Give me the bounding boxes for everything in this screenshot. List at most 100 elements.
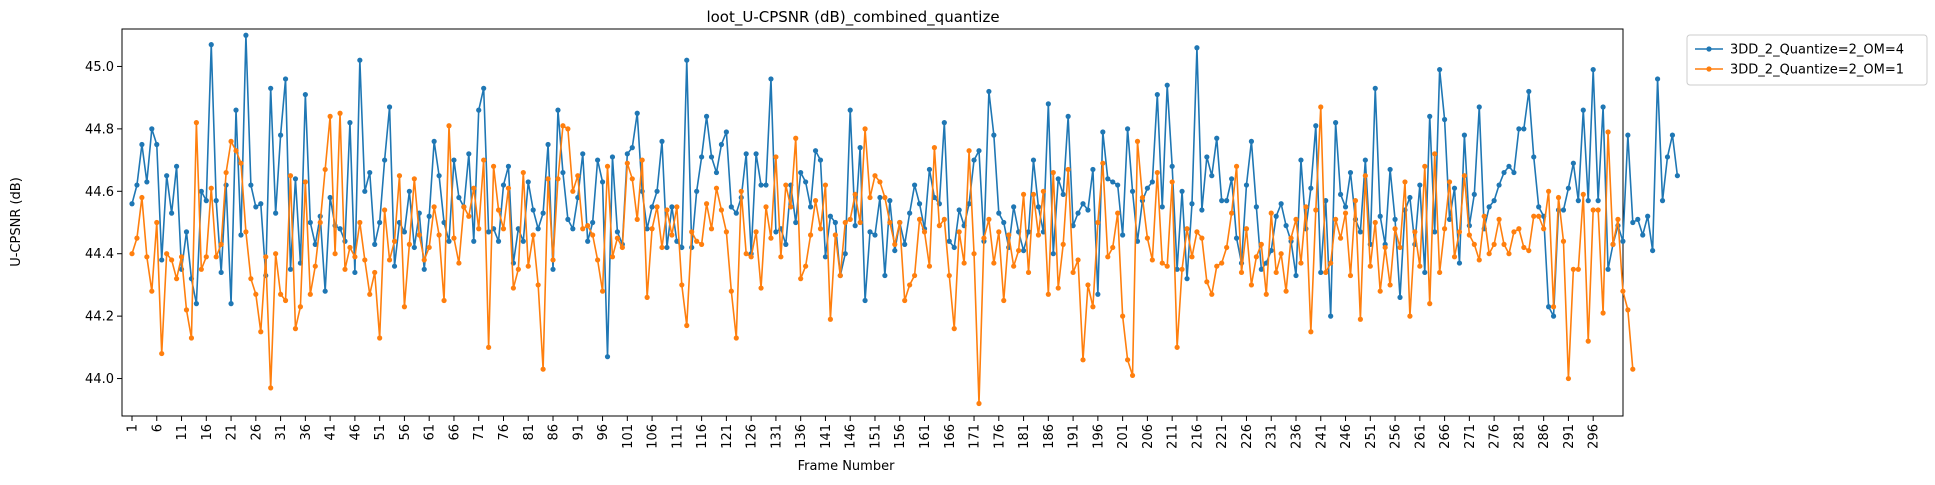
data-point <box>822 182 829 188</box>
data-point <box>1060 191 1066 198</box>
x-tick-label: 61 <box>423 424 438 441</box>
data-point <box>1149 179 1155 185</box>
data-point <box>233 148 239 154</box>
data-point <box>1085 282 1091 288</box>
data-point <box>852 191 858 198</box>
y-tick-label: 44.0 <box>85 372 114 387</box>
data-point <box>1070 269 1076 276</box>
data-point <box>367 169 373 176</box>
data-point <box>986 88 992 95</box>
series-layer <box>129 32 1680 407</box>
data-point <box>282 297 289 304</box>
data-point <box>1194 45 1200 51</box>
data-point <box>149 126 155 132</box>
data-point <box>1169 179 1175 185</box>
data-point <box>495 207 502 213</box>
data-point <box>1303 204 1309 210</box>
data-point <box>664 244 670 251</box>
x-tick-label: 291 <box>1562 424 1577 449</box>
legend-marker <box>1706 46 1712 52</box>
data-point <box>1209 173 1215 179</box>
data-point <box>129 201 135 207</box>
chart-title: loot_U-CPSNR (dB)_combined_quantize <box>706 8 999 27</box>
data-point <box>406 241 412 247</box>
x-tick-label: 36 <box>299 424 314 441</box>
data-point <box>243 229 249 235</box>
data-point <box>505 185 512 191</box>
data-point <box>783 182 789 188</box>
data-point <box>1253 254 1259 260</box>
data-point <box>431 138 437 144</box>
data-point <box>1659 198 1666 204</box>
data-point <box>1030 157 1037 163</box>
x-tick-label: 66 <box>447 424 462 441</box>
x-tick-label: 71 <box>472 424 487 441</box>
data-point <box>1159 260 1165 266</box>
data-point <box>1650 247 1656 254</box>
data-point <box>278 132 284 138</box>
data-point <box>1645 213 1651 219</box>
data-point <box>1461 173 1467 179</box>
data-point <box>550 257 556 263</box>
data-point <box>1595 198 1601 204</box>
data-point <box>1164 82 1170 88</box>
data-point <box>1045 101 1051 107</box>
data-point <box>1189 201 1195 207</box>
x-tick-label: 246 <box>1339 424 1354 449</box>
data-point <box>1214 263 1220 269</box>
x-tick-label: 256 <box>1389 424 1404 449</box>
data-point <box>337 110 343 116</box>
data-point <box>540 210 546 216</box>
data-point <box>803 179 809 185</box>
data-point <box>758 285 764 291</box>
data-point <box>1476 104 1482 110</box>
x-tick-label: 231 <box>1265 424 1280 449</box>
data-point <box>1278 251 1284 257</box>
x-tick-label: 6 <box>150 424 165 432</box>
data-point <box>1050 169 1056 176</box>
data-point <box>966 148 972 154</box>
data-point <box>1001 297 1007 304</box>
data-point <box>159 350 165 357</box>
data-point <box>228 301 234 307</box>
data-point <box>614 229 621 235</box>
data-point <box>188 335 195 341</box>
x-tick-label: 161 <box>918 424 933 449</box>
data-point <box>807 232 814 238</box>
data-point <box>921 229 928 235</box>
data-point <box>1095 291 1101 297</box>
x-tick-label: 266 <box>1438 424 1453 449</box>
data-point <box>193 120 199 126</box>
data-point <box>535 226 541 232</box>
data-point <box>411 244 417 251</box>
data-point <box>446 123 452 129</box>
data-point <box>1560 207 1567 213</box>
data-point <box>951 326 957 332</box>
data-point <box>1570 266 1576 272</box>
data-point <box>1268 210 1274 216</box>
data-point <box>1214 135 1220 141</box>
data-point <box>1224 244 1230 251</box>
data-point <box>268 85 274 91</box>
data-point <box>560 123 566 129</box>
data-point <box>595 257 601 263</box>
data-point <box>996 210 1002 216</box>
data-point <box>931 145 938 151</box>
data-point <box>1229 176 1235 182</box>
data-point <box>545 141 551 148</box>
data-point <box>1486 204 1492 210</box>
data-point <box>644 226 650 232</box>
x-tick-label: 281 <box>1512 424 1527 449</box>
data-point <box>1501 241 1507 247</box>
data-point <box>1407 194 1413 201</box>
data-point <box>367 291 373 297</box>
data-point <box>912 182 918 188</box>
data-point <box>1333 120 1339 126</box>
data-point <box>322 166 328 173</box>
data-point <box>317 219 323 226</box>
data-point <box>1095 219 1101 226</box>
data-point <box>1050 251 1056 257</box>
data-point <box>1139 194 1146 201</box>
data-point <box>1357 316 1363 322</box>
data-point <box>882 272 888 279</box>
